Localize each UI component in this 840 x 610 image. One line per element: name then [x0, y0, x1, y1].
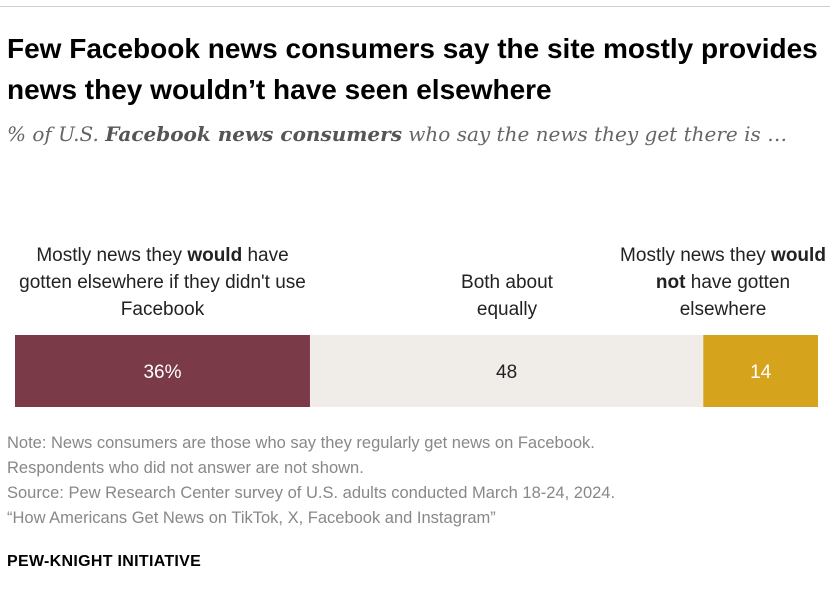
subtitle-emphasis: Facebook news consumers — [105, 122, 402, 146]
note-line-2: Respondents who did not answer are not s… — [7, 459, 364, 477]
brand-footer: PEW-KNIGHT INITIATIVE — [7, 553, 202, 570]
source-line-1: Source: Pew Research Center survey of U.… — [7, 484, 616, 502]
bar-segment-2 — [309, 335, 704, 407]
category-label-would-not: Mostly news they would not have gotten e… — [618, 242, 828, 323]
chart-title: Few Facebook news consumers say the site… — [7, 33, 818, 105]
bar-value-label-1: 36% — [143, 362, 181, 383]
bar-value-label-2: 48 — [496, 362, 517, 383]
subtitle-suffix: who say the news they get there is … — [401, 122, 788, 146]
category-label-would-part1: Mostly news they — [36, 245, 188, 266]
source-line-2: “How Americans Get News on TikTok, X, Fa… — [7, 509, 496, 527]
stacked-bar-chart: 36% 48 14 — [15, 335, 818, 407]
category-label-would-emphasis: would — [187, 245, 243, 266]
category-label-would-not-part1: Mostly news they — [620, 245, 772, 266]
note-line-1: Note: News consumers are those who say t… — [7, 434, 595, 452]
bar-value-label-3: 14 — [750, 362, 772, 383]
top-rule — [0, 6, 830, 7]
bar-segment-1 — [15, 335, 310, 407]
category-label-would: Mostly news they would have gotten elsew… — [15, 242, 310, 323]
subtitle-prefix: % of U.S. — [7, 122, 106, 146]
chart-subtitle: % of U.S. Facebook news consumers who sa… — [7, 121, 817, 148]
bar-segment-3 — [703, 335, 818, 407]
category-label-would-part2: have gotten elsewhere if they didn't use… — [19, 245, 306, 320]
category-label-would-not-part2: have gotten elsewhere — [679, 272, 791, 320]
category-label-would-not-emphasis: would not — [655, 245, 826, 293]
category-label-both: Both about equally — [461, 272, 553, 320]
chart-notes: Note: News consumers are those who say t… — [7, 431, 827, 531]
